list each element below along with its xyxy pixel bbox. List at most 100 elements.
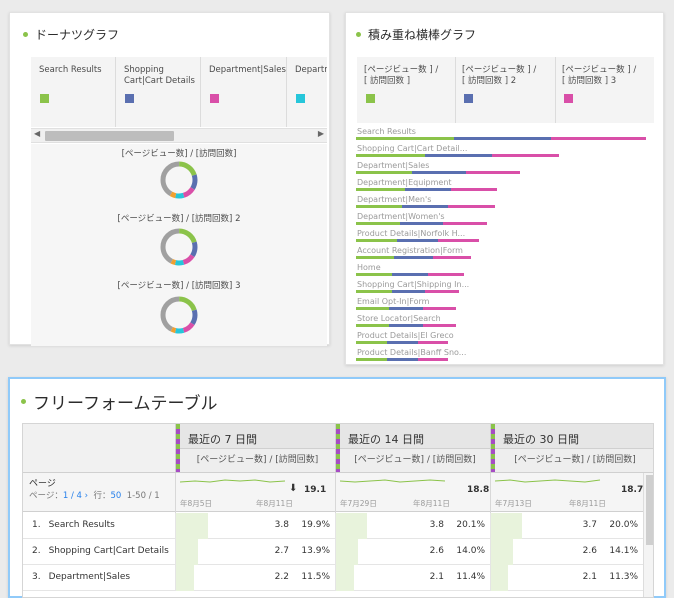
row-dimension-label[interactable]: 1. Search Results (32, 520, 115, 530)
bar-row[interactable]: Home (356, 263, 654, 280)
bar-segment[interactable] (417, 358, 449, 361)
bar-segment[interactable] (356, 341, 387, 344)
metric-cell[interactable]: 2.2 11.5% (175, 565, 335, 591)
bar-row[interactable]: Account Registration|Form (356, 246, 654, 263)
bar-segment[interactable] (427, 273, 464, 276)
bar-segment[interactable] (397, 239, 439, 242)
scroll-left-icon[interactable]: ◀ (34, 129, 41, 138)
bar-row[interactable]: Email Opt-In|Form (356, 297, 654, 314)
bar-segment[interactable] (356, 188, 405, 191)
legend-item[interactable]: Search Results (39, 65, 102, 76)
bar-row[interactable]: Search Results (356, 127, 654, 144)
donut-chart[interactable] (159, 227, 199, 267)
bar-row[interactable]: Product Details|Banff Sno... (356, 348, 654, 365)
bar-segment[interactable] (551, 137, 646, 140)
bar-segment[interactable] (422, 307, 457, 310)
bar-segment[interactable] (404, 188, 451, 191)
bar-segment[interactable] (443, 222, 487, 225)
bar-row[interactable]: Product Details|El Greco (356, 331, 654, 348)
bar-segment[interactable] (356, 290, 392, 293)
donut-slice[interactable] (160, 228, 198, 266)
bar-row[interactable]: Shopping Cart|Cart Detail... (356, 144, 654, 161)
bar-segment[interactable] (394, 256, 433, 259)
bar-segment[interactable] (389, 324, 423, 327)
bar-segment[interactable] (453, 137, 552, 140)
bar-segment[interactable] (356, 137, 454, 140)
bar-segment[interactable] (386, 341, 418, 344)
bar-segment[interactable] (389, 307, 423, 310)
bar-segment[interactable] (356, 171, 413, 174)
bar-segment[interactable] (466, 171, 521, 174)
donut-slice[interactable] (160, 228, 198, 266)
donut-slice[interactable] (160, 161, 198, 199)
bar-row[interactable]: Department|Women's (356, 212, 654, 229)
table-panel-title[interactable]: フリーフォームテーブル (21, 389, 217, 414)
bar-segment[interactable] (356, 307, 390, 310)
legend-item[interactable]: Shopping Cart|Cart Details (124, 65, 195, 87)
donut-slice[interactable] (160, 296, 198, 334)
legend-item[interactable]: [ページビュー数 ] / [ 訪問回数 ] 2 (462, 65, 536, 87)
bar-segment[interactable] (356, 358, 387, 361)
bar-segment[interactable] (492, 154, 559, 157)
row-dimension-label[interactable]: 2. Shopping Cart|Cart Details (32, 546, 169, 556)
vertical-scrollbar[interactable] (643, 473, 653, 597)
bar-panel-title[interactable]: 積み重ね横棒グラフ (356, 26, 476, 43)
bar-segment[interactable] (356, 154, 426, 157)
column-metric[interactable]: [ページビュー数] / [訪問回数] (180, 448, 335, 472)
metric-cell[interactable]: 2.1 11.3% (490, 565, 643, 591)
bar-segment[interactable] (356, 273, 392, 276)
bar-segment[interactable] (402, 205, 449, 208)
legend-item[interactable]: [ページビュー数 ] / [ 訪問回数 ] (364, 65, 438, 87)
legend-item[interactable]: Department|Sales (209, 65, 286, 76)
donut-slice[interactable] (160, 161, 198, 199)
rows-per-page-select[interactable]: 50 (110, 491, 122, 501)
bar-segment[interactable] (386, 358, 418, 361)
metric-cell[interactable]: 3.8 19.9% (175, 513, 335, 539)
bar-segment[interactable] (422, 324, 457, 327)
bar-segment[interactable] (356, 324, 390, 327)
bar-segment[interactable] (356, 239, 398, 242)
bar-row[interactable]: Store Locator|Search (356, 314, 654, 331)
bar-segment[interactable] (438, 239, 480, 242)
metric-cell[interactable]: 3.7 20.0% (490, 513, 643, 539)
donut-slice[interactable] (160, 296, 198, 334)
bar-segment[interactable] (417, 341, 449, 344)
donut-slice[interactable] (160, 228, 198, 266)
column-metric[interactable]: [ページビュー数] / [訪問回数] (340, 448, 490, 472)
table-row[interactable]: 2. Shopping Cart|Cart Details 2.7 13.9% 2.6 1… (23, 539, 643, 565)
dimension-label[interactable]: ページ (29, 479, 56, 489)
bar-row[interactable]: Department|Men's (356, 195, 654, 212)
bar-segment[interactable] (425, 290, 459, 293)
metric-cell[interactable]: 2.6 14.1% (490, 539, 643, 565)
donut-slice[interactable] (160, 296, 198, 334)
column-metric[interactable]: [ページビュー数] / [訪問回数] (495, 448, 653, 472)
pager-page-value[interactable]: 1 / 4 (62, 491, 82, 501)
bar-segment[interactable] (399, 222, 444, 225)
metric-cell[interactable]: 2.7 13.9% (175, 539, 335, 565)
metric-cell[interactable]: 2.1 11.4% (335, 565, 490, 591)
bar-segment[interactable] (425, 154, 492, 157)
legend-item[interactable]: [ページビュー数 ] / [ 訪問回数 ] 3 (562, 65, 636, 87)
row-dimension-label[interactable]: 3. Department|Sales (32, 572, 130, 582)
column-header[interactable]: 最近の 30 日間 [ページビュー数] / [訪問回数] (490, 424, 653, 472)
bar-row[interactable]: Product Details|Norfolk H... (356, 229, 654, 246)
metric-cell[interactable]: 3.8 20.1% (335, 513, 490, 539)
bar-row[interactable]: Shopping Cart|Shipping In... (356, 280, 654, 297)
bar-segment[interactable] (432, 256, 472, 259)
metric-cell[interactable]: 2.6 14.0% (335, 539, 490, 565)
scroll-right-icon[interactable]: ▶ (317, 129, 324, 138)
bar-segment[interactable] (391, 290, 426, 293)
bar-segment[interactable] (356, 222, 400, 225)
horizontal-scrollbar[interactable]: ◀ ▶ (31, 128, 327, 143)
table-row[interactable]: 3. Department|Sales 2.2 11.5% 2.1 11.4% 2.1 11.… (23, 565, 643, 591)
scrollbar-thumb[interactable] (45, 131, 174, 141)
bar-segment[interactable] (356, 205, 403, 208)
bar-row[interactable]: Department|Equipment (356, 178, 654, 195)
bar-segment[interactable] (448, 205, 495, 208)
table-row[interactable]: 1. Search Results 3.8 19.9% 3.8 20.1% 3.7 20.0% (23, 513, 643, 539)
next-page-icon[interactable]: › (81, 491, 89, 501)
column-header[interactable]: 最近の 7 日間 [ページビュー数] / [訪問回数] (175, 424, 335, 472)
bar-segment[interactable] (356, 256, 395, 259)
scrollbar-thumb[interactable] (646, 475, 653, 545)
sort-descending-icon[interactable]: ⬇ (289, 483, 298, 494)
